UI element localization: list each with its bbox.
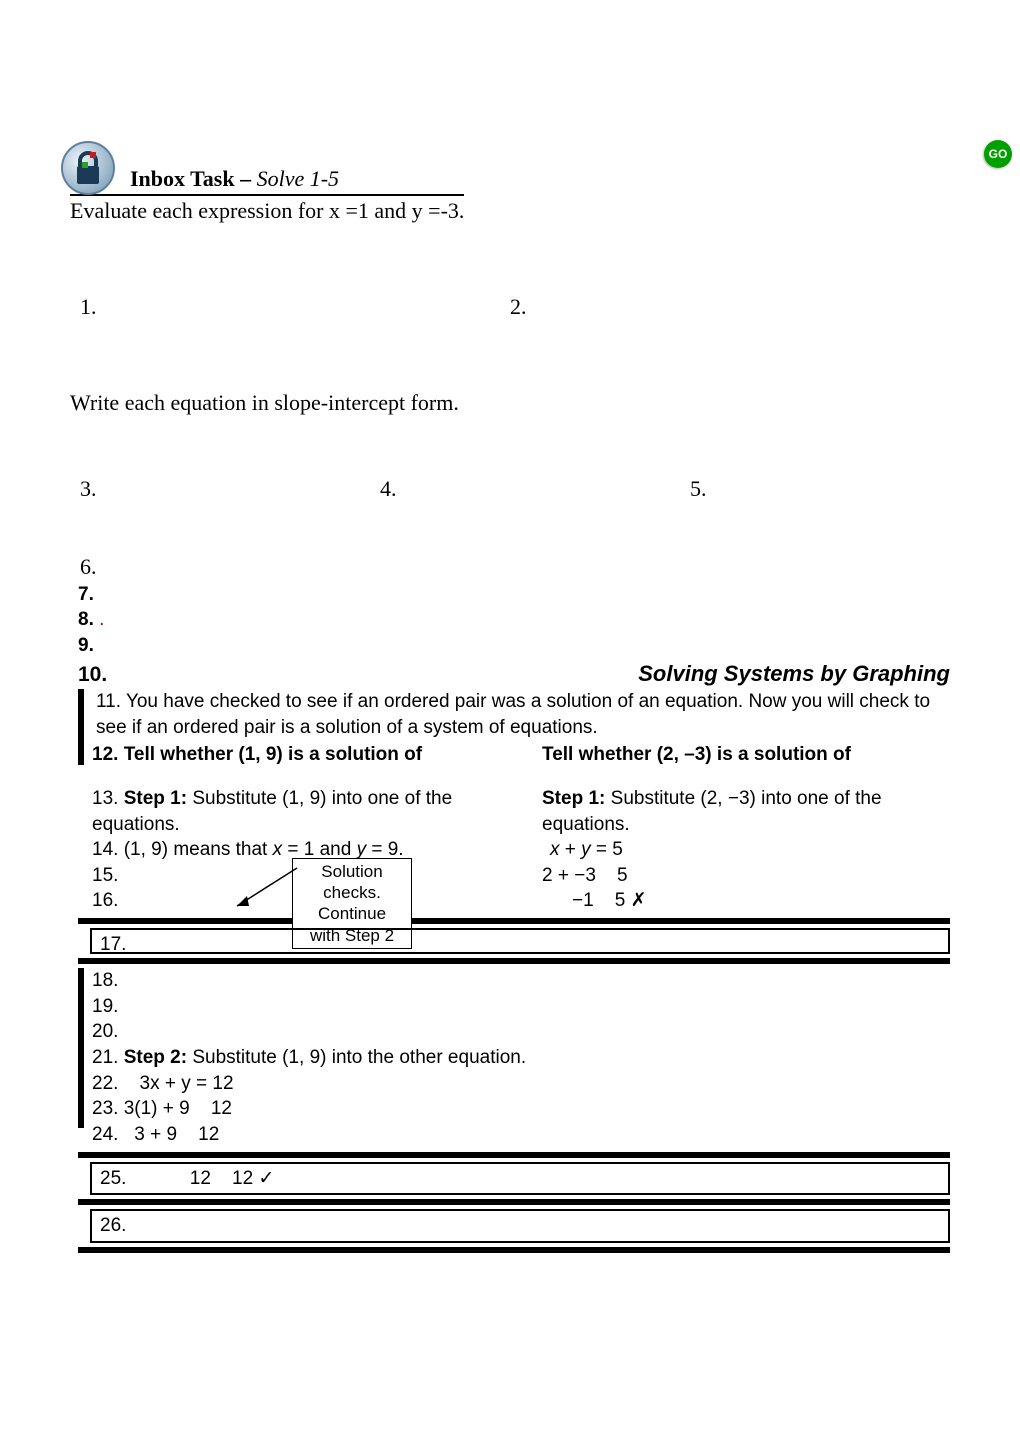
rule-1: [78, 918, 950, 924]
item-19: 19.: [92, 994, 950, 1020]
item-21: 21. Step 2: Substitute (1, 9) into the o…: [92, 1045, 950, 1071]
item-7: 7.: [78, 582, 950, 608]
item-14-a: 14. (1, 9) means that: [92, 839, 273, 860]
step1-right: Step 1: Substitute (2, −3) into one of t…: [542, 786, 950, 837]
rule-4: [78, 1199, 950, 1205]
item-17-box: 17.: [90, 928, 950, 954]
item-6: 6.: [80, 552, 950, 582]
numbered-list: 6. 7. 8. . 9. 10. Solving Systems by Gra…: [70, 552, 950, 1253]
item-23: 23. 3(1) + 9 12: [92, 1096, 950, 1122]
question-3: 3.: [80, 476, 380, 502]
item-11-text: 11. You have checked to see if an ordere…: [96, 691, 930, 738]
section-title: Solving Systems by Graphing: [638, 659, 950, 689]
item-8-dot: .: [99, 609, 104, 630]
item-21-num: 21.: [92, 1047, 118, 1068]
item-9: 9.: [78, 633, 950, 659]
inbox-label: Inbox Task –: [130, 166, 251, 191]
rule-2: [78, 958, 950, 964]
inbox-title-line: Inbox Task – Solve 1-5: [130, 166, 950, 192]
item-26-box: 26.: [90, 1209, 950, 1243]
left-bar-region-2: 18. 19. 20. 21. Step 2: Substitute (1, 9…: [78, 968, 950, 1147]
item-10-row: 10. Solving Systems by Graphing: [78, 659, 950, 689]
evaluate-wrap: Evaluate each expression for x =1 and y …: [70, 192, 950, 224]
r-eq-eq5: = 5: [591, 839, 623, 860]
item-13: 13. Step 1: Substitute (1, 9) into one o…: [92, 786, 542, 837]
step2-text: Substitute (1, 9) into the other equatio…: [192, 1047, 526, 1068]
item-11: 11. You have checked to see if an ordere…: [92, 689, 950, 740]
r-eq-y: y: [581, 839, 591, 860]
step1-row: 13. Step 1: Substitute (1, 9) into one o…: [92, 786, 950, 914]
item-20: 20.: [92, 1019, 950, 1045]
question-row-1: 1. 2.: [70, 294, 950, 320]
lock-icon: [60, 140, 116, 196]
left-bar-region-1: 11. You have checked to see if an ordere…: [78, 689, 950, 768]
question-1: 1.: [80, 294, 510, 320]
r-eq-2: 2 + −3 5: [542, 863, 950, 889]
step1-right-label: Step 1:: [542, 788, 605, 809]
rule-3: [78, 1152, 950, 1158]
item-12-left: 12. Tell whether (1, 9) is a solution of: [92, 742, 542, 768]
item-8-num: 8.: [78, 609, 94, 630]
r-eq-1: x + y = 5: [550, 837, 950, 863]
step1-right-col: Step 1: Substitute (2, −3) into one of t…: [542, 786, 950, 914]
step1-left-col: 13. Step 1: Substitute (1, 9) into one o…: [92, 786, 542, 914]
question-4: 4.: [380, 476, 690, 502]
question-5: 5.: [690, 476, 707, 502]
r-eq-3: −1 5 ✗: [572, 888, 950, 914]
r-eq-x: x: [550, 839, 560, 860]
item-26: 26.: [100, 1215, 126, 1236]
step1-left-label: Step 1:: [124, 788, 187, 809]
go-badge: GO: [984, 140, 1012, 168]
item-24: 24. 3 + 9 12: [92, 1122, 950, 1148]
item-12-row: 12. Tell whether (1, 9) is a solution of…: [92, 742, 950, 768]
item-17: 17.: [100, 934, 126, 955]
item-12-right: Tell whether (2, –3) is a solution of: [542, 742, 950, 768]
item-13-num: 13.: [92, 788, 118, 809]
item-18: 18.: [92, 968, 950, 994]
step2-label: Step 2:: [124, 1047, 187, 1068]
evaluate-line: Evaluate each expression for x =1 and y …: [70, 194, 464, 224]
inbox-task: Solve 1-5: [257, 166, 339, 191]
question-2: 2.: [510, 294, 527, 320]
r-eq-plus: +: [560, 839, 582, 860]
callout-arrow-icon: [227, 866, 317, 926]
item-25-box: 25. 12 12 ✓: [90, 1162, 950, 1196]
rule-5: [78, 1247, 950, 1253]
item-22: 22. 3x + y = 12: [92, 1071, 950, 1097]
item-14-x: x: [273, 839, 283, 860]
slope-instruction: Write each equation in slope-intercept f…: [70, 390, 950, 416]
item-25: 25. 12 12 ✓: [100, 1168, 274, 1189]
item-8: 8. .: [78, 607, 950, 633]
question-row-2: 3. 4. 5.: [70, 476, 950, 502]
item-10: 10.: [78, 661, 107, 689]
